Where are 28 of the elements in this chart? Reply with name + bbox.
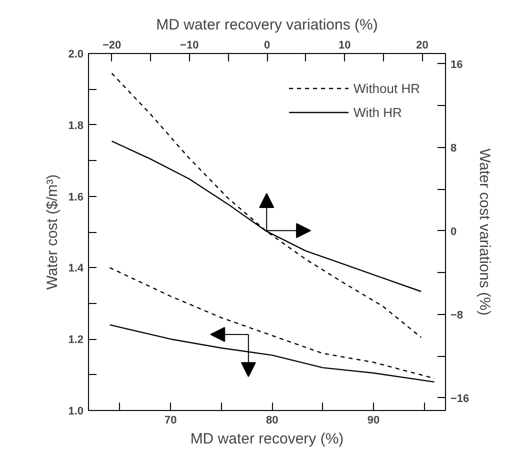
legend-label: With HR (354, 104, 402, 120)
x2-tick-label: 10 (338, 40, 351, 52)
y2-axis-title: Water cost variations (%) (476, 148, 494, 316)
x-tick-label: 90 (367, 414, 380, 426)
y-tick-label: 1.2 (68, 334, 84, 346)
x-axis-title: MD water recovery (%) (190, 430, 344, 448)
y-tick-label: 2.0 (68, 48, 84, 60)
x2-axis-title: MD water recovery variations (%) (156, 16, 378, 34)
x2-tick-label: 0 (264, 40, 270, 52)
y2-tick-label: 0 (450, 226, 457, 238)
line-series (109, 324, 435, 383)
line-series (109, 267, 435, 379)
x-tick-label: 80 (266, 414, 278, 426)
y-axis-title: Water cost ($/m³) (44, 174, 62, 290)
y2-tick-label: −16 (450, 392, 470, 405)
x2-tick-label: −10 (180, 40, 199, 52)
y-tick-label: 1.0 (68, 406, 84, 418)
y-tick-label: 1.8 (68, 120, 84, 132)
y-tick-label: 1.4 (68, 262, 84, 275)
legend-label: Without HR (354, 80, 420, 96)
x2-tick-label: −20 (102, 40, 122, 52)
x-tick-label: 70 (164, 414, 177, 426)
y-tick-label: 1.6 (68, 191, 84, 204)
y2-tick-label: 8 (450, 142, 457, 154)
y2-tick-label: 16 (450, 58, 463, 71)
x2-tick-label: 20 (416, 40, 428, 52)
line-series (111, 72, 422, 338)
y2-tick-label: −8 (450, 309, 464, 322)
